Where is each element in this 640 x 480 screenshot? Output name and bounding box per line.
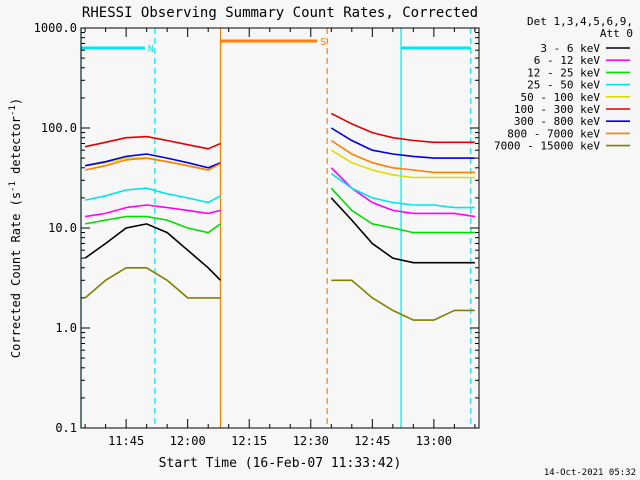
- x-tick-label: 13:00: [416, 434, 452, 448]
- y-tick-label: 10.0: [48, 221, 77, 235]
- series-lines: [84, 112, 476, 321]
- flag-label: N: [148, 44, 154, 55]
- legend-label: 6 - 12 keV: [534, 54, 601, 67]
- y-tick-label: 0.1: [55, 421, 77, 435]
- y-axis: 0.1 1.0 10.0 100.0 1000.0: [34, 21, 479, 435]
- chart-title: RHESSI Observing Summary Count Rates, Co…: [82, 5, 478, 21]
- series-line: [84, 157, 221, 171]
- detector-info-line1: Det 1,3,4,5,6,9,: [527, 15, 633, 28]
- footer-date: 14-Oct-2021 05:32: [544, 468, 636, 478]
- y-tick-label: 1.0: [55, 321, 77, 335]
- legend-label: 100 - 300 keV: [514, 103, 600, 116]
- x-axis-label: Start Time (16-Feb-07 11:33:42): [159, 456, 402, 471]
- series-line: [84, 223, 222, 281]
- series-line: [84, 187, 221, 204]
- time-markers: [80, 28, 472, 428]
- x-tick-label: 12:45: [354, 434, 390, 448]
- x-axis: 11:45 12:00 12:15 12:30 12:45 13:00: [84, 28, 476, 448]
- series-line: [84, 215, 221, 234]
- series-line: [84, 266, 221, 299]
- series-line: [84, 135, 221, 150]
- y-axis-label-main: Corrected Count Rate (s: [9, 192, 23, 358]
- legend-label: 25 - 50 keV: [527, 79, 600, 92]
- legend-label: 800 - 7000 keV: [507, 127, 600, 140]
- legend-label: 300 - 800 keV: [514, 115, 600, 128]
- observing-flags: NS: [81, 37, 471, 55]
- x-tick-label: 12:30: [293, 434, 329, 448]
- plot-frame: [80, 27, 480, 429]
- y-tick-label: 100.0: [41, 121, 77, 135]
- x-tick-label: 12:00: [170, 434, 206, 448]
- series-line: [330, 127, 475, 159]
- legend-label: 7000 - 15000 keV: [494, 140, 600, 153]
- y-axis-label-exp1: -1: [8, 181, 18, 192]
- y-axis-label-exp2: -1: [8, 105, 18, 116]
- series-line: [84, 204, 221, 218]
- y-axis-label-mid: detector: [9, 116, 23, 181]
- flag-label: S: [320, 37, 326, 48]
- series-line: [330, 112, 475, 144]
- series-line: [330, 187, 475, 234]
- series-line: [331, 279, 475, 321]
- detector-info-line2: Att 0: [600, 27, 633, 40]
- legend-label: 3 - 6 keV: [540, 42, 600, 55]
- y-tick-label: 1000.0: [34, 21, 77, 35]
- x-tick-label: 11:45: [108, 434, 144, 448]
- series-line: [330, 197, 475, 264]
- series-line: [330, 149, 475, 179]
- y-axis-label: Corrected Count Rate (s-1 detector-1): [8, 98, 23, 358]
- y-axis-label-end: ): [9, 98, 23, 105]
- series-line: [330, 167, 476, 218]
- series-line: [330, 172, 475, 209]
- legend-label: 12 - 25 keV: [527, 66, 600, 79]
- series-line: [84, 153, 221, 169]
- legend-label: 50 - 100 keV: [521, 91, 601, 104]
- series-line: [330, 139, 475, 174]
- x-tick-label: 12:15: [231, 434, 267, 448]
